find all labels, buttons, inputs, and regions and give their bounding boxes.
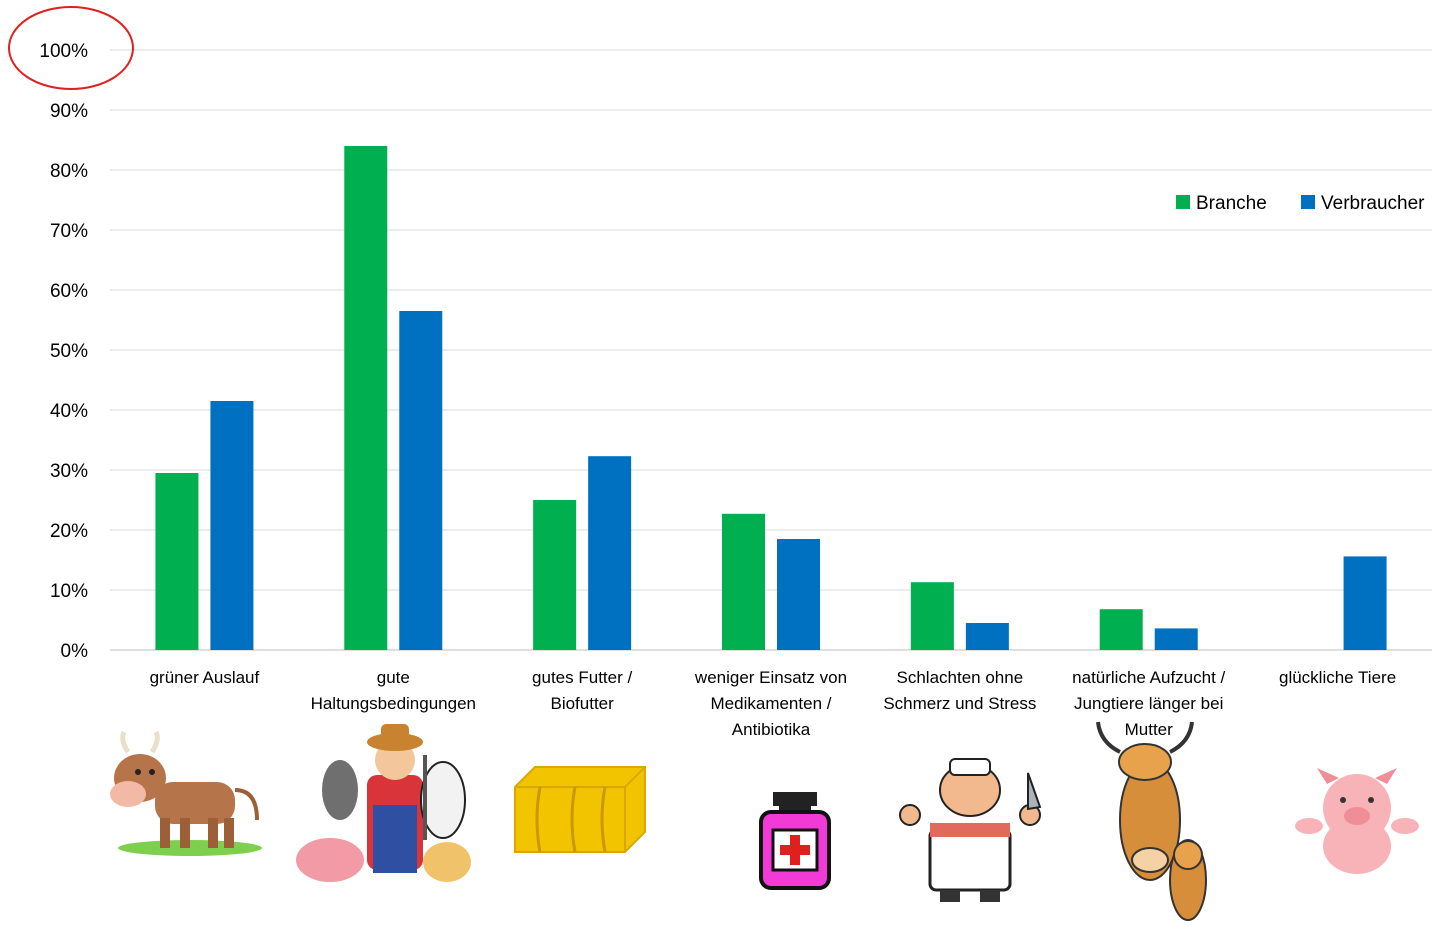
highlight-circle: [8, 6, 134, 90]
bar-branche: [344, 146, 388, 650]
y-tick-label: 50%: [50, 341, 88, 362]
butcher-icon: [899, 758, 1042, 902]
x-category-label: weniger Einsatz von: [694, 668, 847, 687]
bar-branche: [155, 473, 199, 650]
x-category-label: grüner Auslauf: [150, 668, 260, 687]
x-category-label: Biofutter: [550, 694, 614, 713]
y-tick-label: 60%: [50, 281, 88, 302]
pig-icon: [1295, 768, 1419, 874]
y-tick-label: 80%: [50, 161, 88, 182]
y-tick-label: 30%: [50, 461, 88, 482]
bar-verbraucher: [965, 623, 1009, 650]
y-tick-label: 70%: [50, 221, 88, 242]
x-category-label: Haltungsbedingungen: [311, 694, 476, 713]
y-tick-label: 0%: [61, 641, 89, 662]
bar-verbraucher: [210, 401, 254, 650]
gridlines: [110, 49, 1432, 651]
x-category-label: natürliche Aufzucht /: [1072, 668, 1225, 687]
x-axis-labels: grüner Auslauf gute Haltungsbedingungen gut…: [150, 668, 1397, 739]
x-category-label: Mutter: [1125, 720, 1174, 739]
legend-swatch: [1301, 195, 1315, 209]
bar-verbraucher: [1154, 628, 1198, 650]
legend: Branche Verbraucher: [1176, 193, 1425, 214]
y-tick-label: 20%: [50, 521, 88, 542]
bar-branche: [533, 500, 577, 650]
bar-branche: [1099, 609, 1143, 650]
legend-label: Verbraucher: [1321, 193, 1425, 214]
bar-verbraucher: [399, 311, 443, 650]
bar-verbraucher: [777, 539, 820, 650]
legend-swatch: [1176, 195, 1190, 209]
x-category-label: Schmerz und Stress: [883, 694, 1036, 713]
farmer-animals-icon: [296, 724, 471, 882]
x-category-label: Antibiotika: [732, 720, 811, 739]
bar-branche: [910, 582, 954, 650]
bar-verbraucher: [1343, 556, 1387, 650]
hay-bale-icon: [514, 766, 646, 853]
bar-branche: [722, 513, 765, 650]
y-tick-label: 90%: [50, 101, 88, 122]
y-tick-label: 10%: [50, 581, 88, 602]
y-tick-label: 40%: [50, 401, 88, 422]
bar-verbraucher: [588, 456, 632, 650]
x-category-label: Medikamenten /: [711, 694, 832, 713]
x-category-label: gutes Futter /: [532, 668, 632, 687]
y-axis-labels: 0% 10% 20% 30% 40% 50% 60% 70% 80% 90% 100%: [39, 41, 88, 662]
x-category-label: Jungtiere länger bei: [1074, 694, 1223, 713]
cow-icon: [110, 730, 262, 856]
cow-calf-icon: [1096, 721, 1207, 921]
x-category-label: gute: [377, 668, 410, 687]
y-tick-label: 100%: [39, 41, 88, 62]
x-category-label: Schlachten ohne: [897, 668, 1024, 687]
bars: [155, 146, 1387, 650]
x-category-label: glückliche Tiere: [1279, 668, 1396, 687]
medicine-bottle-icon: [759, 792, 831, 890]
legend-label: Branche: [1196, 193, 1267, 214]
